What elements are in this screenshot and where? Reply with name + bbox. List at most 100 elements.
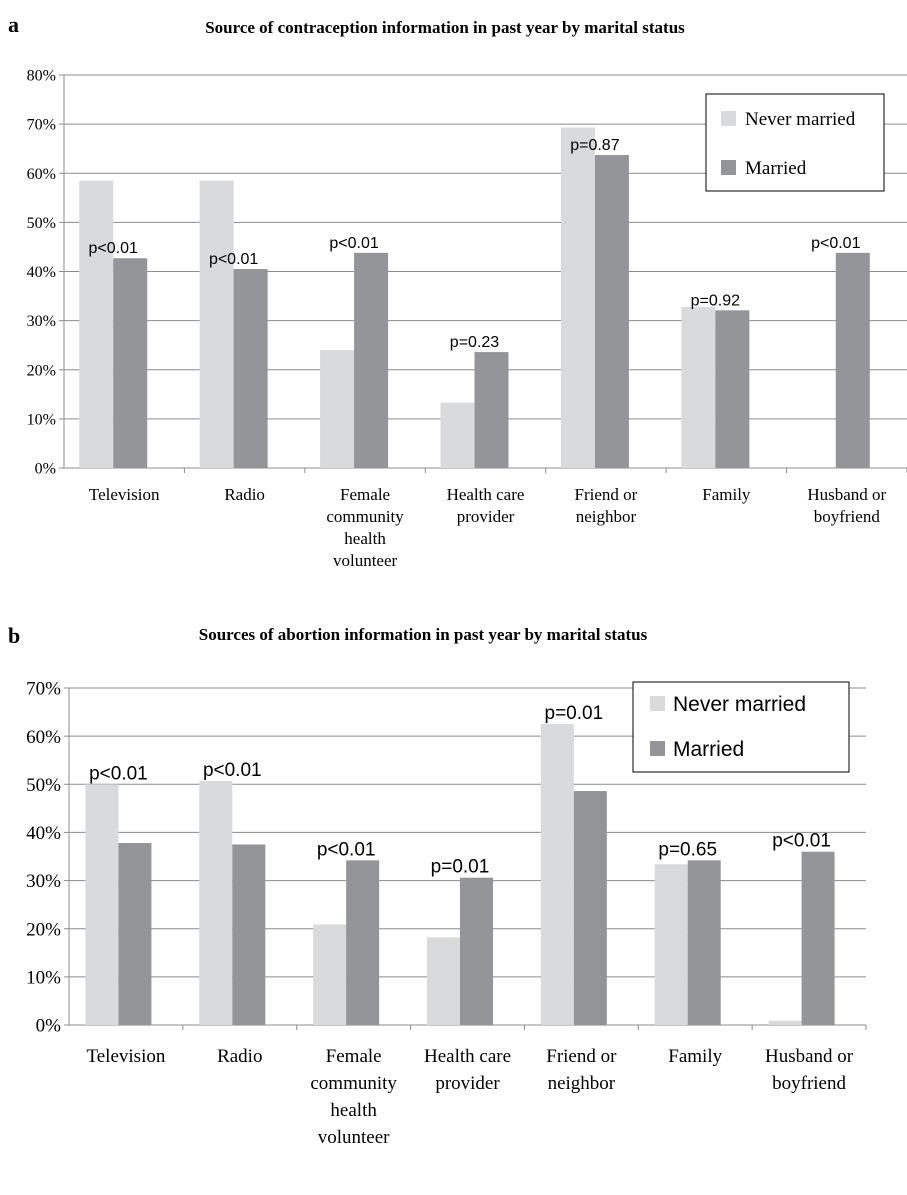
y-tick-label: 80% bbox=[27, 68, 56, 85]
p-value-label: p<0.01 bbox=[89, 240, 138, 257]
y-tick-label: 20% bbox=[27, 362, 56, 379]
bar-married bbox=[801, 851, 835, 1025]
p-value-label: p=0.01 bbox=[545, 703, 604, 724]
x-tick-label: Family bbox=[668, 1046, 722, 1067]
legend-label: Never married bbox=[745, 109, 856, 130]
chart-panel-a: a Source of contraception information in … bbox=[8, 12, 907, 570]
p-value-label: p=0.01 bbox=[431, 857, 490, 878]
legend-swatch bbox=[721, 111, 736, 126]
x-tick-label: neighbor bbox=[576, 507, 637, 526]
legend-swatch bbox=[721, 160, 736, 175]
x-tick-label: volunteer bbox=[333, 551, 398, 570]
legend-label: Never married bbox=[673, 693, 806, 716]
x-tick-label: Health care bbox=[424, 1046, 511, 1067]
y-tick-label: 10% bbox=[26, 968, 61, 989]
x-tick-label: volunteer bbox=[318, 1127, 390, 1148]
x-tick-label: Radio bbox=[217, 1046, 262, 1067]
x-tick-label: Family bbox=[702, 485, 751, 504]
legend-swatch bbox=[650, 696, 665, 711]
p-value-label: p<0.01 bbox=[203, 760, 262, 781]
bar-married bbox=[687, 860, 721, 1025]
bar-never-married bbox=[654, 864, 688, 1025]
bar-married bbox=[113, 258, 148, 468]
x-tick-label: health bbox=[344, 529, 386, 548]
panel-letter: a bbox=[8, 12, 19, 37]
x-tick-label: health bbox=[330, 1100, 377, 1121]
y-tick-label: 40% bbox=[26, 823, 61, 844]
legend-swatch bbox=[650, 741, 665, 756]
p-value-label: p=0.87 bbox=[570, 137, 619, 154]
bar-married bbox=[474, 352, 509, 468]
bar-never-married bbox=[313, 924, 347, 1025]
legend-label: Married bbox=[745, 158, 807, 179]
bar-married bbox=[233, 269, 268, 468]
panel-letter: b bbox=[8, 623, 20, 648]
y-tick-label: 60% bbox=[27, 166, 56, 183]
x-tick-label: boyfriend bbox=[772, 1073, 846, 1094]
y-tick-label: 10% bbox=[27, 411, 56, 428]
bar-never-married bbox=[440, 402, 475, 468]
y-tick-label: 20% bbox=[26, 919, 61, 940]
bar-married bbox=[460, 877, 493, 1025]
x-tick-label: Radio bbox=[224, 485, 265, 504]
bar-married bbox=[715, 310, 750, 468]
bar-never-married bbox=[320, 350, 355, 468]
chart-title: Source of contraception information in p… bbox=[205, 18, 685, 37]
x-tick-label: Husband or bbox=[807, 485, 886, 504]
bar-married bbox=[594, 155, 629, 469]
y-tick-label: 30% bbox=[27, 313, 56, 330]
bar-married bbox=[573, 791, 607, 1025]
y-tick-label: 30% bbox=[26, 871, 61, 892]
legend-label: Married bbox=[673, 738, 744, 761]
x-tick-label: Television bbox=[89, 485, 160, 504]
bar-never-married bbox=[85, 784, 119, 1025]
p-value-label: p=0.65 bbox=[658, 839, 717, 860]
x-tick-label: Female bbox=[326, 1046, 382, 1067]
x-tick-label: Health care bbox=[447, 485, 525, 504]
x-tick-label: Female bbox=[340, 485, 390, 504]
bar-married bbox=[118, 843, 152, 1025]
bar-never-married bbox=[768, 1020, 802, 1025]
bar-never-married bbox=[681, 306, 716, 468]
bar-never-married bbox=[540, 724, 574, 1025]
x-tick-label: Television bbox=[86, 1046, 165, 1067]
p-value-label: p<0.01 bbox=[209, 251, 258, 268]
y-tick-label: 40% bbox=[27, 264, 56, 281]
bar-married bbox=[232, 844, 266, 1025]
p-value-label: p=0.92 bbox=[691, 292, 740, 309]
bar-never-married bbox=[79, 180, 114, 468]
y-tick-label: 60% bbox=[26, 727, 61, 748]
y-tick-label: 50% bbox=[26, 775, 61, 796]
y-tick-label: 70% bbox=[27, 117, 56, 134]
bar-married bbox=[354, 252, 389, 468]
x-tick-label: Friend or bbox=[546, 1046, 617, 1067]
p-value-label: p<0.01 bbox=[772, 831, 831, 852]
p-value-label: p=0.23 bbox=[450, 334, 499, 351]
x-tick-label: Friend or bbox=[575, 485, 638, 504]
y-tick-label: 50% bbox=[27, 215, 56, 232]
y-tick-label: 0% bbox=[35, 461, 56, 478]
bar-never-married bbox=[427, 937, 460, 1025]
x-tick-label: provider bbox=[435, 1073, 500, 1094]
bar-never-married bbox=[199, 780, 233, 1025]
y-tick-label: 0% bbox=[36, 1016, 62, 1037]
x-tick-label: Husband or bbox=[765, 1046, 854, 1067]
p-value-label: p<0.01 bbox=[329, 235, 378, 252]
chart-title: Sources of abortion information in past … bbox=[199, 625, 648, 644]
p-value-label: p<0.01 bbox=[89, 763, 148, 784]
x-tick-label: boyfriend bbox=[814, 507, 881, 526]
x-tick-label: community bbox=[310, 1073, 397, 1094]
chart-panel-b: b Sources of abortion information in past… bbox=[8, 623, 867, 1148]
y-tick-label: 70% bbox=[26, 679, 61, 700]
x-tick-label: community bbox=[326, 507, 404, 526]
legend-box bbox=[632, 681, 850, 773]
x-tick-label: provider bbox=[457, 507, 515, 526]
x-tick-label: neighbor bbox=[548, 1073, 616, 1094]
bar-never-married bbox=[560, 127, 595, 468]
bar-married bbox=[835, 252, 870, 468]
bar-never-married bbox=[199, 180, 234, 468]
p-value-label: p<0.01 bbox=[811, 235, 860, 252]
p-value-label: p<0.01 bbox=[317, 839, 376, 860]
bar-married bbox=[346, 860, 380, 1025]
